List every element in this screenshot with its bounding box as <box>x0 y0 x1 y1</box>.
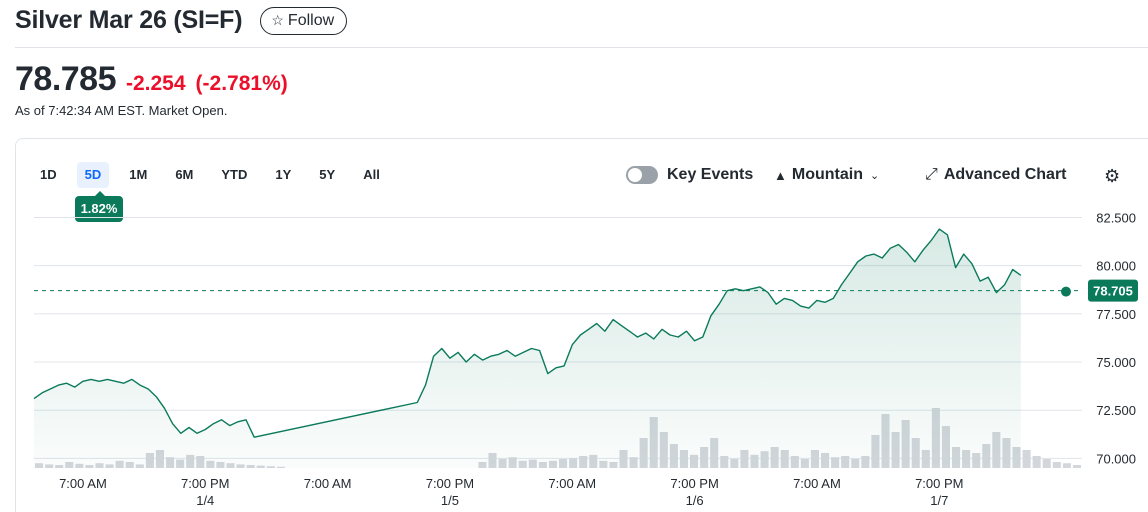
quote-summary: 78.785 -2.254 (-2.781%) <box>15 60 288 99</box>
range-selector: 1D 5D 1M 6M YTD 1Y 5Y All <box>32 162 400 188</box>
x-tick-label: 7:00 AM <box>793 476 841 491</box>
y-tick-label: 77.500 <box>1096 307 1136 322</box>
x-tick-label: 7:00 PM <box>426 476 474 491</box>
key-events-label: Key Events <box>667 166 754 183</box>
range-tab-1d[interactable]: 1D <box>40 167 57 182</box>
follow-label: Follow <box>287 11 335 29</box>
chart-type-dropdown[interactable]: ▲ Mountain ⌄ <box>774 166 879 184</box>
x-tick-label: 7:00 PM <box>181 476 229 491</box>
last-price-dot <box>1061 286 1071 297</box>
volume-bar <box>1052 462 1061 468</box>
price-label: 78.705 <box>1093 284 1133 299</box>
volume-bar <box>1032 456 1041 468</box>
chart-panel <box>15 138 1148 512</box>
mountain-icon: ▲ <box>774 167 787 183</box>
volume-bar <box>1042 459 1051 468</box>
x-tick-label: 7:00 AM <box>548 476 596 491</box>
x-tick-label: 7:00 PM <box>670 476 718 491</box>
range-tab-6m[interactable]: 6M <box>175 167 194 182</box>
price-area <box>34 229 1021 468</box>
x-tick-label: 7:00 AM <box>59 476 107 491</box>
chevron-down-icon: ⌄ <box>869 169 880 182</box>
y-tick-label: 80.000 <box>1096 259 1136 274</box>
advanced-chart-button[interactable]: ⤢ Advanced Chart <box>925 166 1067 184</box>
x-tick-label: 7:00 AM <box>304 476 352 491</box>
range-tab-5d[interactable]: 5D <box>76 162 110 188</box>
price-label-box <box>1088 279 1138 302</box>
y-tick-label: 82.500 <box>1096 210 1136 225</box>
y-tick-label: 75.000 <box>1096 355 1136 370</box>
expand-icon: ⤢ <box>925 166 938 183</box>
x-tick-date: 1/6 <box>686 493 704 508</box>
follow-button[interactable]: ☆ Follow <box>260 6 348 35</box>
last-price: 78.785 <box>15 60 117 98</box>
x-tick-date: 1/5 <box>441 493 459 508</box>
x-tick-date: 1/4 <box>196 493 214 508</box>
page-title: Silver Mar 26 (SI=F) <box>15 6 243 34</box>
quote-header: Silver Mar 26 (SI=F) ☆ Follow <box>15 6 348 35</box>
range-tab-1m[interactable]: 1M <box>129 167 148 182</box>
x-tick-label: 7:00 PM <box>915 476 963 491</box>
toggle-switch[interactable] <box>626 166 658 184</box>
y-tick-label: 70.000 <box>1096 451 1136 466</box>
price-line <box>33 228 1022 438</box>
header-divider <box>15 47 1148 48</box>
x-tick-date: 1/7 <box>930 493 948 508</box>
volume-bar <box>1072 465 1081 468</box>
key-events-toggle[interactable]: Key Events <box>626 166 753 184</box>
volume-bar <box>1062 463 1071 468</box>
chart-type-label: Mountain <box>791 166 863 183</box>
advanced-chart-label: Advanced Chart <box>943 166 1067 183</box>
price-change: -2.254 <box>126 72 186 95</box>
range-tab-5y[interactable]: 5Y <box>319 167 336 182</box>
y-tick-label: 72.500 <box>1096 403 1136 418</box>
star-icon: ☆ <box>271 12 284 28</box>
range-tab-all[interactable]: All <box>363 167 380 182</box>
range-tab-ytd[interactable]: YTD <box>221 167 248 182</box>
gear-icon[interactable]: ⚙ <box>1104 166 1121 186</box>
market-status: As of 7:42:34 AM EST. Market Open. <box>15 103 228 118</box>
price-change-percent: (-2.781%) <box>195 72 288 95</box>
range-tab-1y[interactable]: 1Y <box>275 167 292 182</box>
volume-bar <box>1022 450 1031 468</box>
